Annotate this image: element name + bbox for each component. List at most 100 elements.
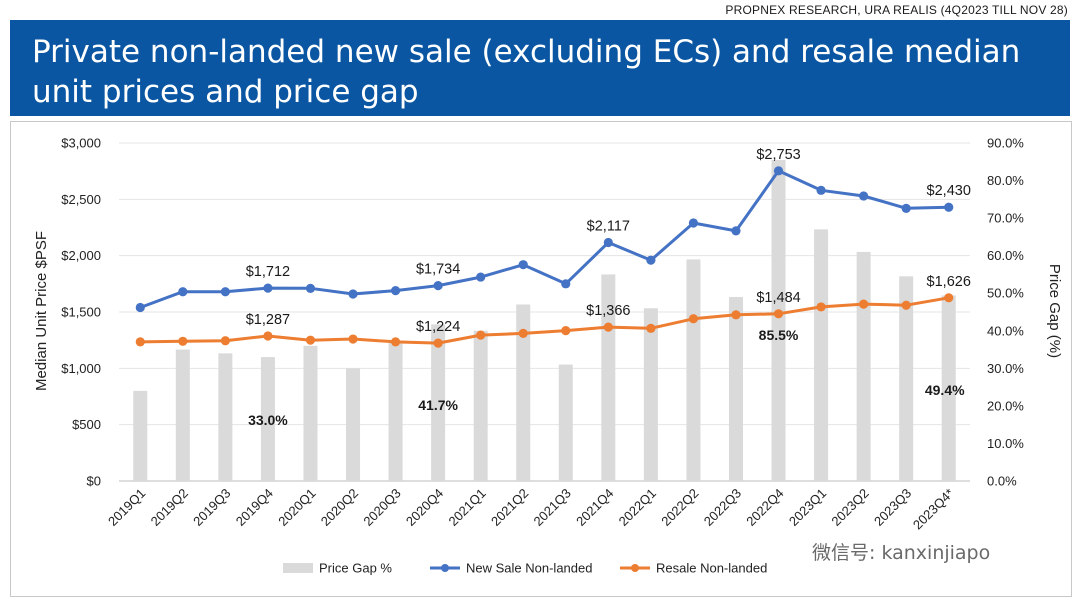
data-label: $1,224 — [416, 319, 460, 335]
new-sale-line-point — [178, 287, 188, 297]
y2-tick-label: 10.0% — [987, 436, 1024, 451]
data-label: $1,734 — [416, 262, 460, 278]
legend: Price Gap % New Sale Non-landed Resale Non… — [283, 561, 767, 576]
price-gap-bar — [814, 229, 829, 481]
y-tick-label: $500 — [72, 417, 101, 432]
category-labels: 2019Q1 2019Q2 2019Q3 2019Q4 2020Q1 2020Q2 2020… — [105, 486, 957, 533]
new-sale-line-point — [220, 287, 230, 297]
price-gap-bar — [771, 159, 786, 481]
resale-line-point — [305, 335, 316, 345]
data-label: 49.4% — [925, 382, 965, 398]
new-sale-line-point — [603, 237, 613, 248]
y2-tick-label: 0.0% — [987, 474, 1017, 489]
y2-tick-label: 70.0% — [987, 211, 1024, 226]
y-tick-label: $0 — [87, 474, 101, 489]
price-gap-bar — [558, 364, 573, 481]
chart-title-line1: Private non-landed new sale (excluding E… — [32, 34, 1021, 70]
axis-ticks: $0 $500 $1,000 $1,500 $2,000 $2,500 $3,000 0.0%… — [61, 136, 1024, 489]
resale-line-point — [135, 337, 145, 347]
new-sale-line-point — [476, 272, 486, 282]
x-tick-label: 2020Q1 — [275, 486, 318, 529]
resale-line-point — [901, 300, 911, 310]
new-sale-line-point — [859, 191, 869, 201]
resale-line-point — [688, 314, 699, 324]
data-label: 41.7% — [418, 397, 458, 413]
x-tick-label: 2021Q3 — [531, 486, 574, 529]
x-tick-label: 2019Q4 — [233, 486, 276, 529]
legend-label: Resale Non-landed — [656, 561, 767, 576]
new-sale-line-point — [731, 226, 741, 236]
price-gap-bar — [218, 353, 233, 481]
new-sale-line-point — [518, 260, 528, 270]
resale-line-point — [731, 310, 741, 320]
new-sale-line-point — [263, 283, 273, 293]
data-label: $2,753 — [756, 147, 800, 163]
legend-swatch-marker — [441, 564, 449, 572]
y-tick-label: $1,000 — [61, 361, 101, 376]
data-label: 85.5% — [759, 327, 799, 343]
resale-line-point — [348, 334, 358, 344]
x-tick-label: 2019Q1 — [105, 486, 148, 529]
x-tick-label: 2019Q2 — [148, 486, 191, 529]
price-gap-bar — [856, 251, 871, 481]
resale-line-point — [773, 309, 784, 319]
y2-tick-label: 40.0% — [987, 323, 1024, 338]
price-gap-bar — [303, 345, 318, 481]
new-sale-line-point — [901, 203, 911, 213]
x-tick-label: 2021Q2 — [488, 486, 531, 529]
y2-tick-label: 90.0% — [987, 136, 1024, 151]
chart-title-line2: unit prices and price gap — [32, 74, 419, 110]
new-sale-line-point — [773, 166, 784, 176]
new-sale-line-point — [561, 279, 571, 289]
new-sale-line-point — [348, 289, 358, 299]
data-labels: $1,712 $1,734 $2,117 $2,753 $2,430 $1,287 $1,2… — [246, 147, 971, 428]
y2-axis-title: Price Gap (%) — [1046, 264, 1063, 358]
resale-line-point — [433, 338, 443, 348]
new-sale-line-point — [433, 281, 443, 291]
data-label: $2,430 — [927, 183, 971, 199]
legend-swatch-marker — [631, 564, 639, 572]
watermark: 微信号: kanxinjiapo — [812, 542, 990, 564]
new-sale-line-point — [944, 202, 954, 212]
y2-tick-label: 60.0% — [987, 248, 1024, 263]
resale-line-point — [944, 293, 954, 303]
price-gap-bar — [260, 357, 275, 481]
y-tick-label: $2,000 — [61, 248, 101, 263]
data-label: $1,366 — [586, 303, 630, 319]
title-banner: Private non-landed new sale (excluding E… — [10, 20, 1070, 116]
price-gap-bar — [473, 330, 488, 481]
new-sale-line-point — [816, 185, 826, 195]
y-tick-label: $2,500 — [61, 192, 101, 207]
price-gap-bar — [346, 368, 361, 481]
x-tick-label: 2020Q3 — [360, 486, 403, 529]
new-sale-line — [139, 169, 949, 309]
resale-line-point — [816, 302, 826, 312]
resale-line-point — [476, 330, 486, 340]
price-gap-bar — [643, 308, 658, 481]
y2-tick-label: 80.0% — [987, 173, 1024, 188]
x-tick-label: 2023Q1 — [786, 486, 829, 529]
price-gap-bar — [941, 295, 956, 481]
legend-label: Price Gap % — [319, 561, 392, 576]
x-tick-label: 2022Q1 — [616, 486, 659, 529]
data-label: 33.0% — [248, 412, 288, 428]
x-tick-label: 2023Q3 — [871, 486, 914, 529]
resale-line-point — [561, 325, 571, 336]
x-tick-label: 2023Q2 — [828, 486, 871, 529]
resale-line-point — [518, 328, 528, 339]
resale-line-point — [178, 336, 188, 346]
resale-line-point — [220, 336, 230, 346]
new-sale-line-point — [305, 283, 316, 293]
gridlines — [119, 142, 970, 482]
resale-line-point — [390, 337, 401, 347]
y-tick-label: $3,000 — [61, 136, 101, 151]
x-tick-label: 2020Q4 — [403, 486, 446, 529]
resale-line-point — [646, 323, 656, 333]
new-sale-line-point — [688, 218, 699, 228]
y2-tick-label: 50.0% — [987, 286, 1024, 301]
price-gap-bar — [899, 276, 914, 481]
x-tick-label: 2022Q4 — [743, 486, 786, 529]
legend-label: New Sale Non-landed — [466, 561, 592, 576]
x-tick-label: 2021Q4 — [573, 486, 616, 529]
